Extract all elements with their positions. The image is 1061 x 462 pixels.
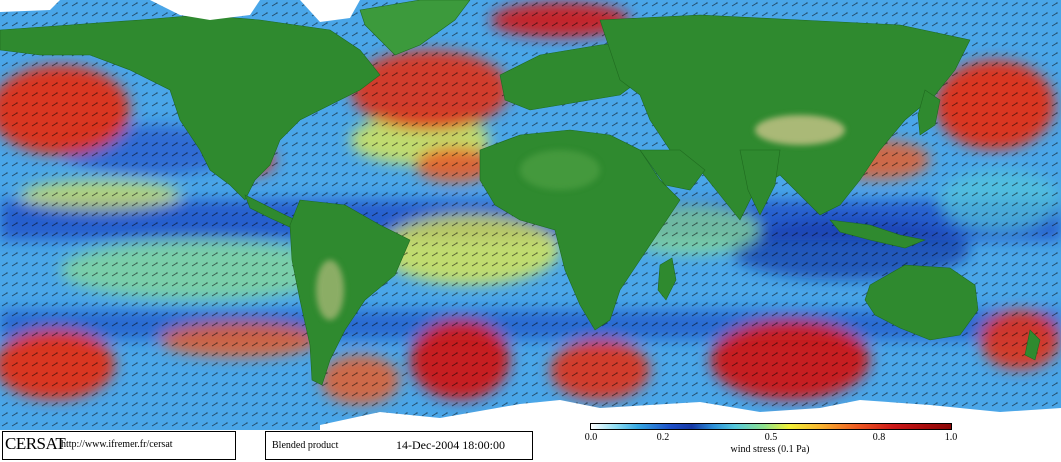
site-url[interactable]: http://www.ifremer.fr/cersat: [61, 439, 173, 450]
colorbar-tick: 0.2: [656, 432, 670, 443]
new-zealand-islands: [1024, 329, 1041, 361]
colorbar-gradient: [590, 423, 952, 430]
india-landmass: [739, 149, 781, 216]
terrain-tint: [316, 115, 845, 320]
madagascar-landmass: [657, 257, 677, 301]
colorbar-label: wind stress (0.1 Pa): [730, 444, 810, 455]
colorbar-tick: 0.5: [764, 432, 778, 443]
colorbar: 0.0 0.2 0.5 0.8 1.0 wind stress (0.1 Pa): [585, 423, 957, 459]
credit-box: CERSAT http://www.ifremer.fr/cersat: [2, 431, 236, 460]
colorbar-tick: 0.8: [872, 432, 886, 443]
australia-landmass: [864, 264, 979, 341]
japan-islands: [917, 89, 941, 136]
timestamp: 14-Dec-2004 18:00:00: [396, 438, 505, 452]
south-america-landmass: [289, 199, 411, 386]
arctic-ice: [0, 0, 360, 22]
product-label: Blended product: [272, 440, 339, 451]
north-america-landmass: [0, 14, 381, 201]
colorbar-tick: 0.0: [584, 432, 598, 443]
colorbar-tick: 1.0: [944, 432, 958, 443]
arabia-landmass: [639, 149, 706, 191]
greenland-landmass: [359, 0, 471, 56]
cersat-logo: CERSAT: [5, 434, 66, 453]
indonesia-islands: [829, 219, 927, 249]
product-box: Blended product 14-Dec-2004 18:00:00: [265, 431, 533, 460]
